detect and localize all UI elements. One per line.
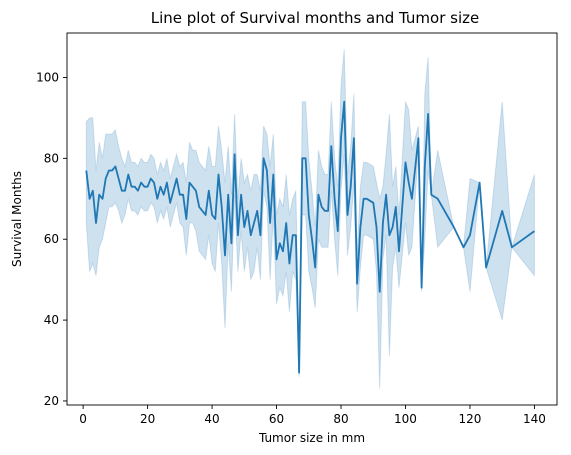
x-axis: 0 20 40 60 80 100 120 140 bbox=[79, 405, 546, 426]
x-tick-label: 100 bbox=[394, 412, 417, 426]
y-tick-label: 20 bbox=[44, 394, 59, 408]
x-tick-label: 0 bbox=[79, 412, 87, 426]
y-tick-label: 80 bbox=[44, 151, 59, 165]
chart-title: Line plot of Survival months and Tumor s… bbox=[151, 9, 479, 27]
x-tick-label: 120 bbox=[459, 412, 482, 426]
x-tick-label: 60 bbox=[269, 412, 284, 426]
x-tick-label: 40 bbox=[204, 412, 219, 426]
y-tick-label: 60 bbox=[44, 232, 59, 246]
y-axis: 20 40 60 80 100 bbox=[36, 70, 67, 407]
plot-area bbox=[86, 49, 534, 389]
confidence-band bbox=[86, 49, 534, 389]
x-tick-label: 80 bbox=[333, 412, 348, 426]
x-tick-label: 20 bbox=[140, 412, 155, 426]
x-tick-label: 140 bbox=[523, 412, 546, 426]
y-axis-label: Survival Months bbox=[10, 171, 24, 267]
y-tick-label: 40 bbox=[44, 313, 59, 327]
y-tick-label: 100 bbox=[36, 70, 59, 84]
x-axis-label: Tumor size in mm bbox=[258, 431, 365, 445]
